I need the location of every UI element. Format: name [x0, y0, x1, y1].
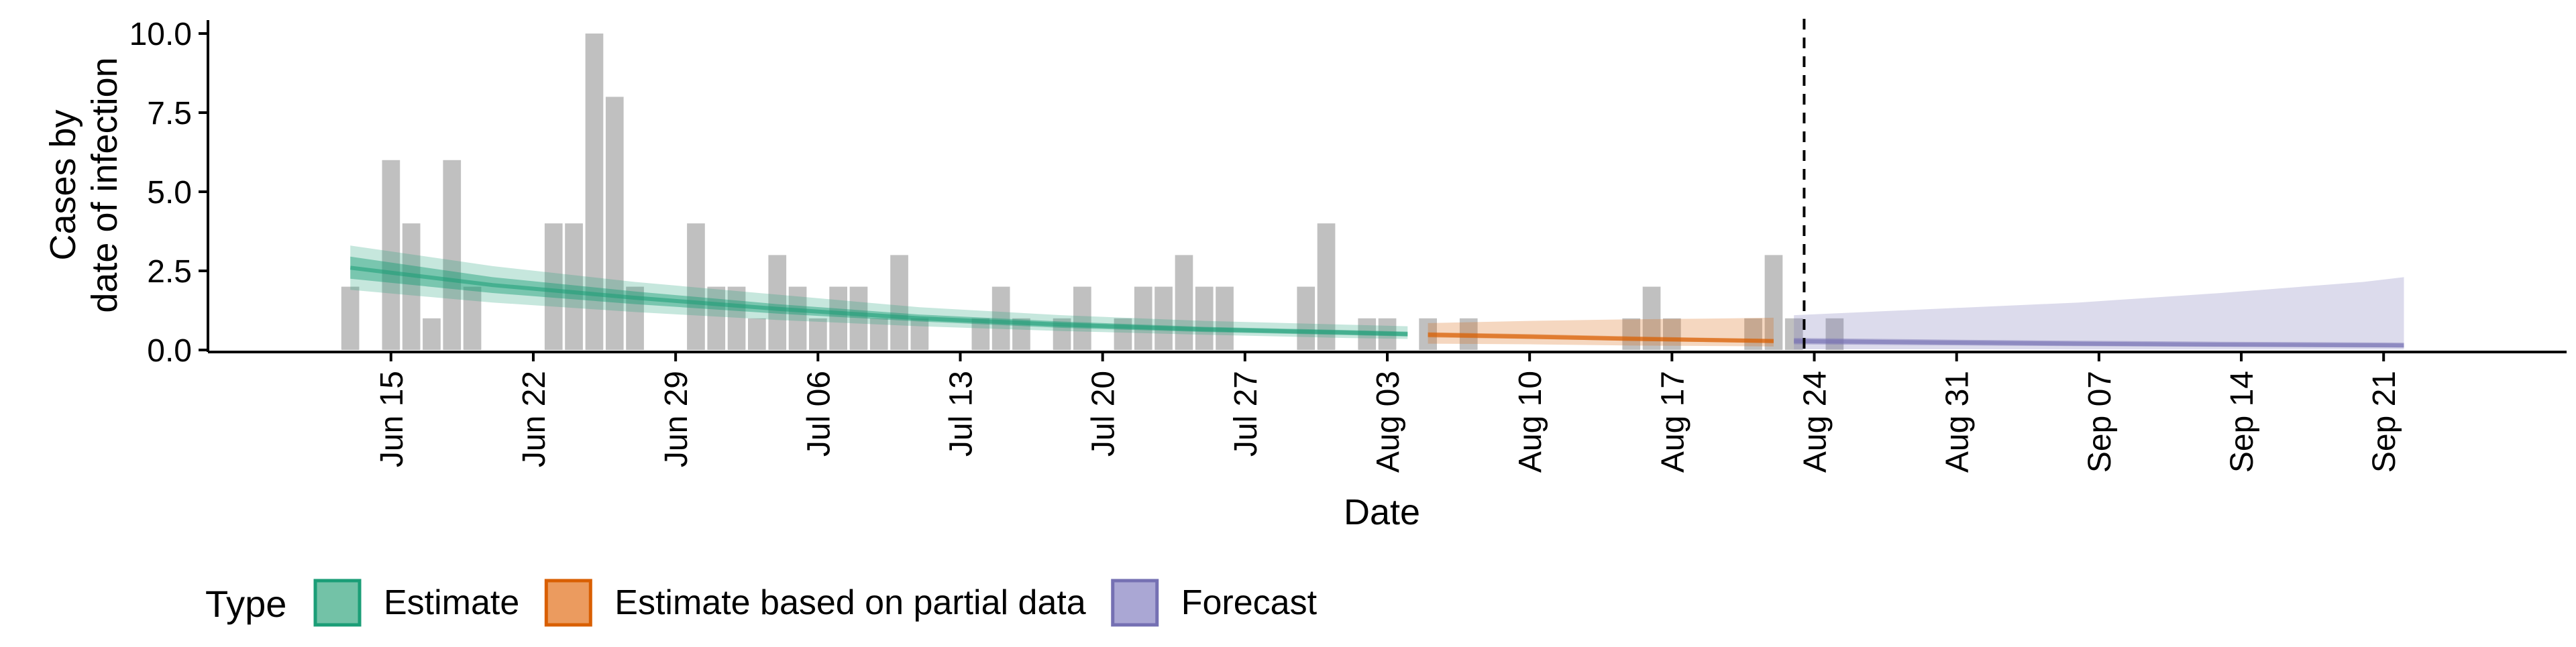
case-bar: [1744, 318, 1762, 350]
forecast-median-line: [1794, 339, 2404, 348]
y-tick-label: 5.0: [147, 175, 192, 211]
case-bar: [1195, 286, 1214, 350]
x-tick-label: Jul 06: [801, 371, 837, 457]
case-bar: [809, 318, 827, 350]
case-bar: [890, 255, 908, 350]
case-bar: [443, 160, 462, 351]
case-bar: [849, 286, 868, 350]
case-bar: [605, 97, 624, 350]
x-tick-label: Aug 03: [1371, 371, 1406, 473]
case-bar: [463, 286, 482, 350]
case-bar: [423, 318, 441, 350]
legend-title: Type: [205, 583, 286, 625]
x-tick-label: Jul 20: [1086, 371, 1122, 457]
case-bar: [707, 286, 726, 350]
x-axis-ticks: Jun 15 Jun 22 Jun 29 Jul 06 Jul 13 Jul 20 Jul …: [374, 352, 2402, 473]
y-tick-label: 7.5: [147, 96, 192, 131]
case-bar: [910, 318, 929, 350]
reported-cases-bars: [341, 34, 1844, 351]
case-bar: [1134, 286, 1152, 350]
case-bar: [1073, 286, 1091, 350]
case-bar: [727, 286, 746, 350]
case-bar: [565, 223, 583, 350]
case-bar: [1114, 318, 1132, 350]
y-axis-title-line: Cases by: [43, 109, 83, 260]
case-bar: [971, 318, 990, 350]
case-bar: [1825, 318, 1844, 350]
case-bar: [869, 318, 888, 350]
estimate-based-on-partial-data-median-line: [1428, 333, 1774, 343]
case-bar: [768, 255, 787, 350]
case-bar: [585, 34, 604, 350]
case-bar: [991, 286, 1010, 350]
forecast-outer-band: [1794, 277, 2404, 350]
case-bar: [1663, 318, 1681, 350]
legend-label: Estimate: [384, 583, 519, 622]
case-bar: [788, 286, 807, 350]
estimate-inner-band: [350, 256, 1408, 337]
case-bar: [829, 286, 847, 350]
y-tick-label: 0.0: [147, 333, 192, 369]
case-bar: [1175, 255, 1193, 350]
x-tick-label: Jun 15: [374, 371, 410, 467]
legend-key: [1111, 579, 1159, 627]
estimate-bands: [350, 245, 2404, 350]
x-tick-label: Jul 13: [944, 371, 979, 457]
legend-items: Estimate Estimate based on partial data Fo…: [313, 579, 1318, 627]
case-bar: [1155, 286, 1173, 350]
case-bar: [1764, 255, 1783, 350]
legend: Type Estimate Estimate based on partial d…: [205, 579, 1318, 627]
x-tick-label: Jul 27: [1228, 371, 1264, 457]
case-bar: [402, 223, 421, 350]
legend-label: Estimate based on partial data: [614, 583, 1086, 622]
y-axis-title-line: date of infection: [85, 57, 125, 312]
case-bar: [341, 286, 360, 350]
x-tick-label: Jun 29: [659, 371, 694, 467]
axes: 0.0 2.5 5.0 7.5 10.0 Jun 15 Jun 22 Jun 29 Jul 0…: [129, 17, 2567, 473]
case-bar: [1216, 286, 1234, 350]
case-bar: [1622, 318, 1641, 350]
x-axis-title: Date: [1344, 492, 1420, 532]
case-bar: [382, 160, 400, 351]
legend-label: Forecast: [1181, 583, 1318, 622]
x-tick-label: Aug 17: [1655, 371, 1690, 473]
y-axis-title: Cases bydate of infection: [43, 57, 125, 312]
x-tick-label: Aug 10: [1513, 371, 1548, 473]
case-bar: [544, 223, 563, 350]
x-tick-label: Aug 31: [1940, 371, 1976, 473]
legend-key: [313, 579, 362, 627]
case-bar: [1297, 286, 1316, 350]
legend-key: [544, 579, 592, 627]
x-tick-label: Sep 14: [2224, 371, 2260, 473]
x-tick-label: Sep 21: [2367, 371, 2402, 473]
case-bar: [748, 318, 766, 350]
estimate-median-line: [350, 266, 1408, 337]
case-bar: [687, 223, 705, 350]
x-tick-label: Sep 07: [2082, 371, 2118, 473]
x-tick-label: Jun 22: [517, 371, 552, 467]
y-tick-label: 10.0: [129, 17, 192, 52]
y-tick-label: 2.5: [147, 254, 192, 290]
case-bar: [1784, 318, 1803, 350]
x-tick-label: Aug 24: [1798, 371, 1833, 473]
y-axis-ticks: 0.0 2.5 5.0 7.5 10.0: [129, 17, 208, 369]
case-bar: [1317, 223, 1336, 350]
